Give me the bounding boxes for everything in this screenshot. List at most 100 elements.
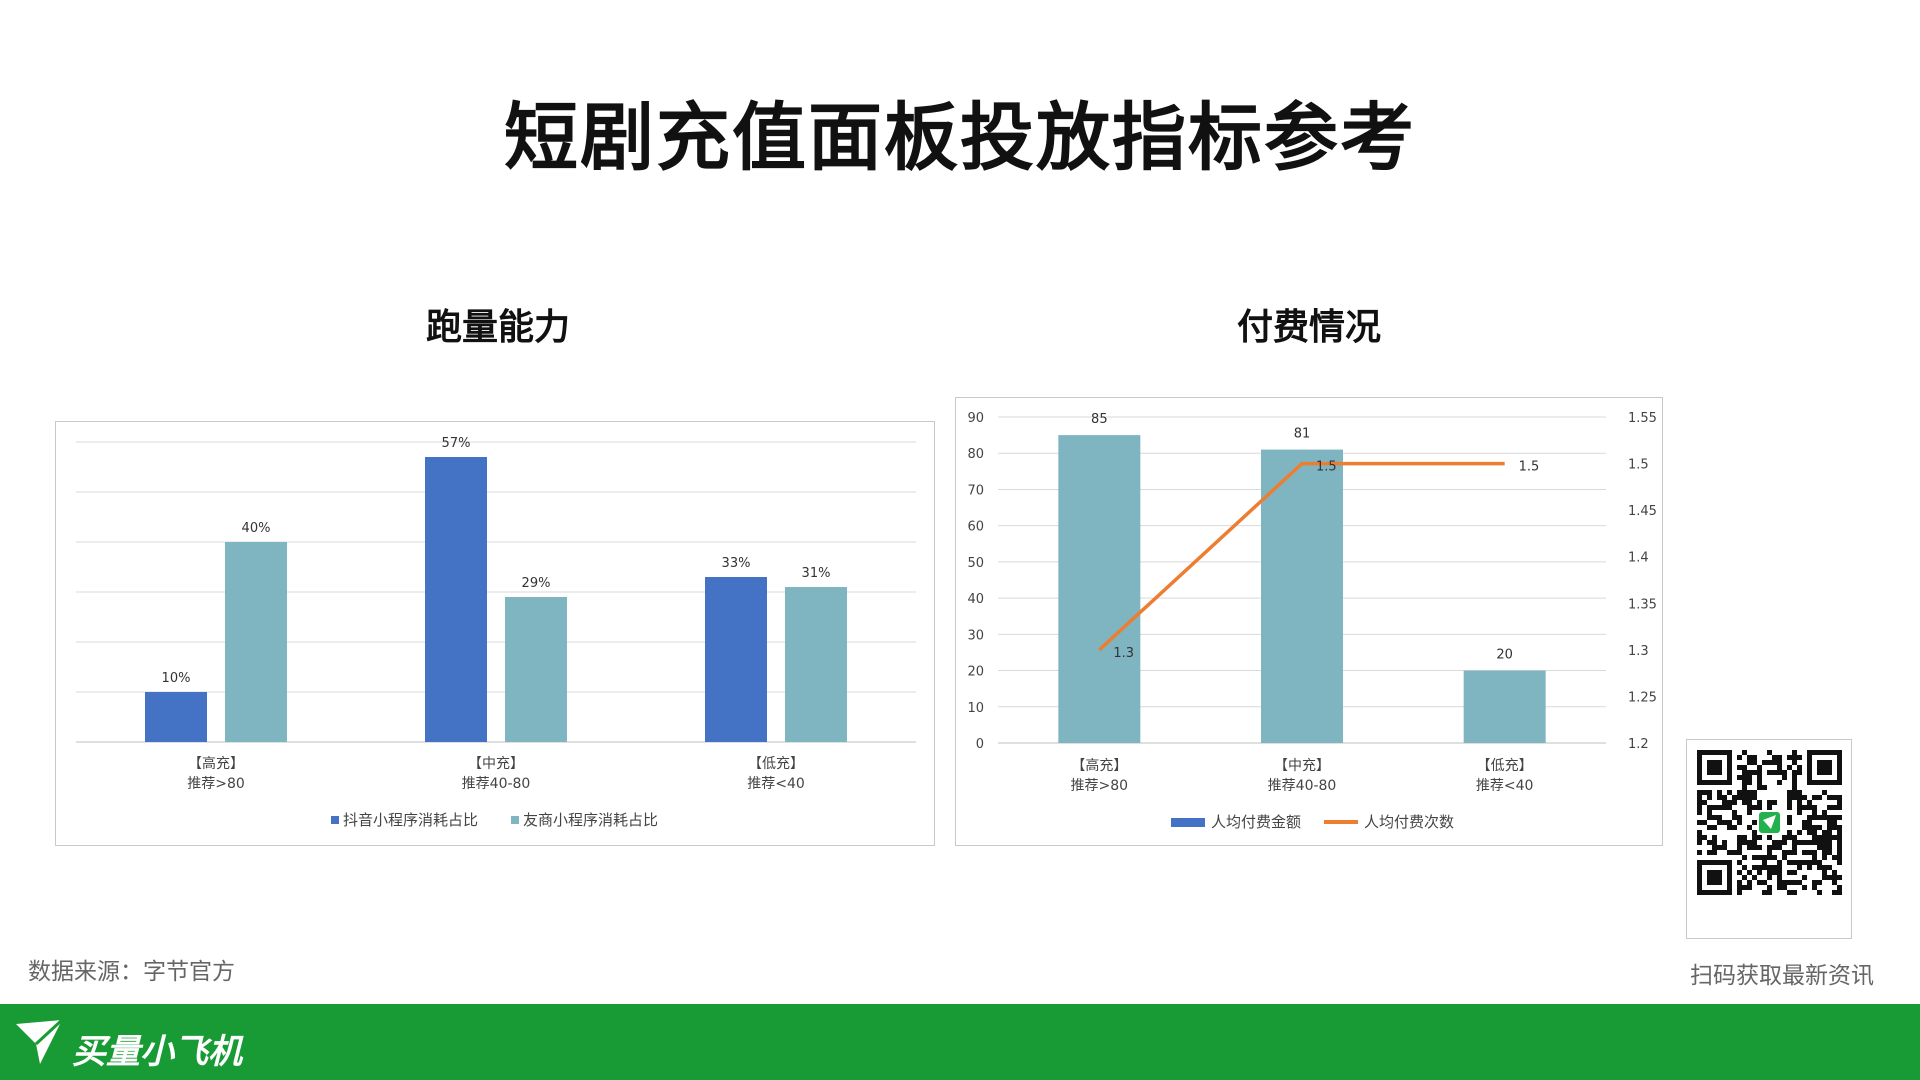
qr-module [1807, 800, 1812, 805]
y-right-tick-4: 1.4 [1628, 551, 1649, 566]
qr-module [1832, 870, 1837, 875]
qr-module [1837, 815, 1842, 820]
qr-module [1817, 815, 1822, 820]
qr-module [1777, 755, 1782, 760]
qr-module [1817, 840, 1822, 845]
legend-swatch-0 [1171, 818, 1205, 827]
qr-module [1737, 860, 1742, 865]
qr-module [1832, 825, 1837, 830]
qr-module [1802, 860, 1807, 865]
qr-module [1787, 880, 1792, 885]
qr-module [1757, 805, 1762, 810]
category-label-0-1: 推荐>80 [187, 776, 245, 792]
qr-module [1797, 770, 1802, 775]
qr-module [1767, 835, 1772, 840]
qr-module [1732, 795, 1737, 800]
qr-module [1827, 835, 1832, 840]
y-left-tick-2: 20 [967, 665, 984, 680]
qr-module [1747, 845, 1752, 850]
qr-module [1787, 890, 1792, 895]
qr-module [1752, 805, 1757, 810]
data-label-bar-2: 20 [1496, 648, 1513, 663]
qr-module [1757, 845, 1762, 850]
qr-module [1732, 815, 1737, 820]
qr-module [1722, 820, 1727, 825]
qr-module [1722, 795, 1727, 800]
qr-module [1802, 850, 1807, 855]
bar-2-1 [785, 587, 847, 742]
qr-module [1757, 800, 1762, 805]
qr-module [1772, 770, 1777, 775]
qr-module [1712, 825, 1717, 830]
qr-module [1792, 785, 1797, 790]
qr-module [1697, 795, 1702, 800]
qr-module [1807, 825, 1812, 830]
qr-code[interactable] [1686, 739, 1852, 939]
qr-module [1832, 835, 1837, 840]
qr-module [1837, 850, 1842, 855]
qr-module [1827, 805, 1832, 810]
qr-module [1832, 795, 1837, 800]
qr-module [1702, 800, 1707, 805]
qr-module [1767, 750, 1772, 755]
qr-module [1747, 870, 1752, 875]
right-chart-title: 付费情况 [1237, 307, 1382, 348]
qr-module [1787, 860, 1792, 865]
legend-swatch-0 [331, 816, 339, 824]
qr-module [1802, 820, 1807, 825]
qr-module [1777, 770, 1782, 775]
qr-module [1787, 830, 1792, 835]
qr-module [1797, 860, 1802, 865]
qr-module [1707, 810, 1712, 815]
qr-module [1812, 810, 1817, 815]
qr-module [1807, 865, 1812, 870]
category-label-1-1: 推荐40-80 [1268, 778, 1337, 794]
legend-label-1: 人均付费次数 [1364, 813, 1454, 831]
qr-module [1747, 770, 1752, 775]
qr-module [1787, 820, 1792, 825]
qr-module [1752, 820, 1757, 825]
qr-module [1782, 880, 1787, 885]
qr-module [1792, 750, 1797, 755]
qr-module [1732, 800, 1737, 805]
qr-module [1737, 890, 1742, 895]
qr-module [1767, 875, 1772, 880]
qr-finder-core [1707, 760, 1722, 775]
qr-module [1777, 885, 1782, 890]
qr-module [1827, 820, 1832, 825]
qr-module [1752, 865, 1757, 870]
qr-module [1742, 785, 1747, 790]
qr-module [1807, 850, 1812, 855]
qr-module [1767, 870, 1772, 875]
qr-module [1742, 780, 1747, 785]
qr-module [1737, 755, 1742, 760]
data-label-2-0: 33% [722, 556, 751, 571]
qr-module [1737, 845, 1742, 850]
y-right-tick-5: 1.45 [1628, 504, 1657, 519]
qr-module [1767, 890, 1772, 895]
y-left-tick-0: 0 [976, 737, 984, 752]
qr-module [1777, 840, 1782, 845]
qr-module [1837, 885, 1842, 890]
qr-module [1837, 890, 1842, 895]
qr-module [1747, 755, 1752, 760]
qr-module [1782, 885, 1787, 890]
qr-module [1702, 835, 1707, 840]
y-right-tick-7: 1.55 [1628, 411, 1657, 426]
qr-module [1837, 800, 1842, 805]
qr-module [1762, 865, 1767, 870]
qr-module [1712, 805, 1717, 810]
qr-module [1792, 860, 1797, 865]
y-left-tick-3: 30 [967, 628, 984, 643]
qr-module [1822, 855, 1827, 860]
qr-module [1757, 865, 1762, 870]
qr-module [1797, 880, 1802, 885]
qr-module [1772, 845, 1777, 850]
qr-module [1727, 825, 1732, 830]
qr-module [1827, 840, 1832, 845]
qr-module [1772, 840, 1777, 845]
bar-0 [1058, 435, 1141, 743]
qr-module [1817, 880, 1822, 885]
qr-module [1752, 795, 1757, 800]
qr-module [1782, 850, 1787, 855]
